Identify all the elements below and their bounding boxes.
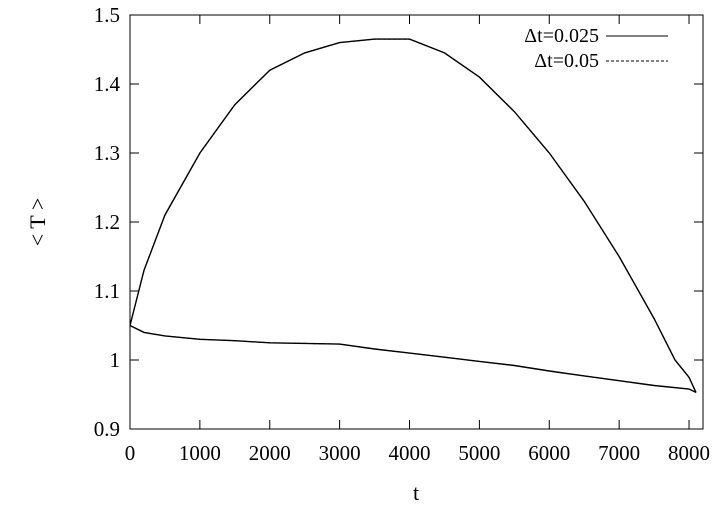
y-tick-label: 1.5 bbox=[94, 3, 120, 27]
plot-frame bbox=[129, 14, 704, 430]
series-line-dt-0025-segment-1 bbox=[129, 324, 697, 394]
y-tick-label: 1.4 bbox=[94, 72, 121, 96]
legend-label-dt-0025: Δt=0.025 bbox=[524, 25, 599, 47]
legend: Δt=0.025 Δt=0.05 bbox=[524, 25, 668, 72]
x-tick-label: 5000 bbox=[458, 441, 500, 465]
series-layer bbox=[129, 38, 697, 394]
legend-label-dt-005: Δt=0.05 bbox=[534, 50, 599, 72]
x-tick-label: 1000 bbox=[179, 441, 221, 465]
x-tick-label: 4000 bbox=[389, 441, 431, 465]
y-tick-label: 1.2 bbox=[94, 210, 120, 234]
y-tick-label: 1.3 bbox=[94, 141, 120, 165]
x-tick-label: 2000 bbox=[249, 441, 291, 465]
y-tick-label: 1.1 bbox=[94, 279, 120, 303]
series-line-dt-005-segment-2 bbox=[129, 38, 697, 393]
x-tick-label: 6000 bbox=[528, 441, 570, 465]
axis-ticks: 0 1000 2000 3000 4000 5000 6000 7000 8000 0.9 1 1.1… bbox=[94, 3, 710, 465]
x-tick-label: 3000 bbox=[319, 441, 361, 465]
y-tick-label: 1 bbox=[110, 348, 121, 372]
y-axis-label: < T > bbox=[25, 198, 50, 246]
series-line-dt-005-segment-1 bbox=[129, 325, 697, 393]
y-tick-label: 0.9 bbox=[94, 417, 120, 441]
x-axis-label: t bbox=[413, 480, 419, 505]
x-tick-label: 7000 bbox=[598, 441, 640, 465]
x-tick-label: 8000 bbox=[668, 441, 710, 465]
x-tick-label: 0 bbox=[125, 441, 136, 465]
